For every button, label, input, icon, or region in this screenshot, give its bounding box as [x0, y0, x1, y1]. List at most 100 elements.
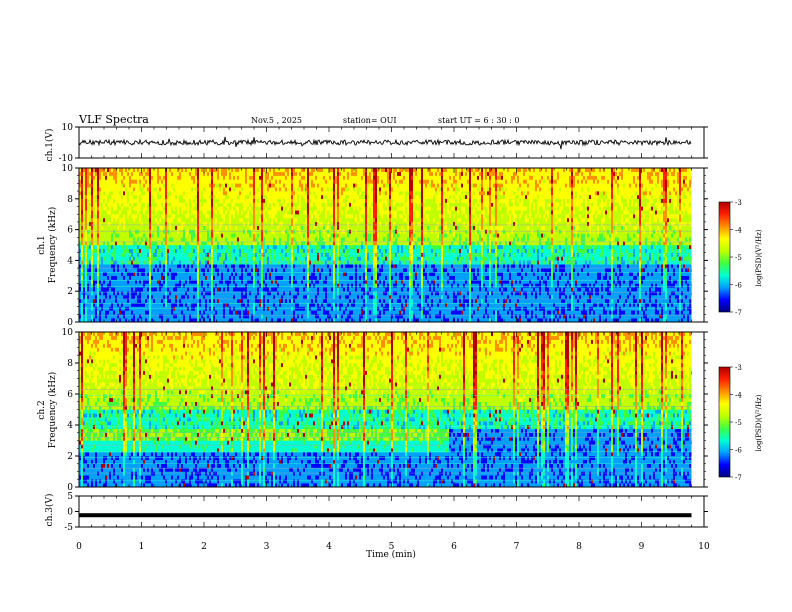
spectrogram-cell	[249, 275, 252, 280]
spectrogram-cell	[285, 295, 288, 300]
spectrogram-cell	[279, 241, 282, 246]
spectrogram-cell	[117, 194, 120, 199]
spectrogram-cell	[207, 187, 210, 192]
spectrogram-cell	[159, 221, 162, 226]
spectrogram-cell	[205, 202, 208, 207]
spectrogram-cell	[245, 264, 248, 269]
spectrogram-cell	[261, 279, 264, 284]
spectrogram-cell	[177, 314, 180, 319]
spectrogram-cell	[181, 237, 184, 242]
spectrogram-cell	[233, 279, 236, 284]
spectrogram-cell	[319, 233, 322, 238]
spectrogram-cell	[145, 171, 148, 176]
spectrogram-cell	[225, 206, 228, 211]
spectrogram-cell	[123, 198, 126, 203]
spectrogram-cell	[215, 168, 218, 173]
spectrogram-cell	[285, 256, 288, 261]
spectrogram-cell	[229, 187, 232, 192]
spectrogram-cell	[103, 283, 106, 288]
spectrogram-cell	[125, 260, 128, 265]
spectrogram-cell	[181, 194, 184, 199]
spectrogram-cell	[215, 221, 218, 226]
spectrogram-cell	[197, 221, 200, 226]
spectrogram-cell	[317, 221, 320, 226]
spectrogram-cell	[133, 191, 136, 196]
spectrogram-cell	[147, 187, 150, 192]
spectrogram-cell	[253, 187, 256, 192]
spectrogram-cell	[175, 283, 178, 288]
spectrogram-cell	[271, 295, 274, 300]
spectrogram-cell	[239, 241, 242, 246]
spectrogram-cell	[247, 256, 250, 261]
spectrogram-cell	[83, 245, 86, 250]
spectrogram-cell	[133, 252, 136, 257]
spectrogram-cell	[165, 175, 168, 180]
spectrogram-cell	[311, 210, 314, 215]
spectrogram-cell	[269, 248, 272, 253]
spectrogram-cell	[259, 168, 262, 173]
spectrogram-cell	[225, 314, 228, 319]
spectrogram-cell	[109, 302, 112, 307]
spectrogram-cell	[249, 264, 252, 269]
spectrogram-cell	[279, 264, 282, 269]
spectrogram-cell	[277, 168, 280, 173]
spectrogram-cell	[307, 198, 310, 203]
spectrogram-cell	[311, 198, 314, 203]
spectrogram-cell	[85, 191, 88, 196]
spectrogram-cell	[187, 314, 190, 319]
spectrogram-cell	[233, 252, 236, 257]
spectrogram-cell	[231, 314, 234, 319]
spectrogram-cell	[107, 233, 110, 238]
spectrogram-cell	[289, 214, 292, 219]
spectrogram-cell	[279, 306, 282, 311]
spectrogram-cell	[147, 214, 150, 219]
spectrogram-cell	[201, 318, 204, 322]
spectrogram-cell	[213, 187, 216, 192]
spectrogram-cell	[239, 218, 242, 223]
spectrogram-cell	[135, 260, 138, 265]
spectrogram-cell	[169, 175, 172, 180]
spectrogram-cell	[233, 198, 236, 203]
spectrogram-cell	[321, 198, 324, 203]
spectrogram-cell	[151, 318, 154, 322]
spectrogram-cell	[105, 191, 108, 196]
spectrogram-cell	[269, 256, 272, 261]
spectrogram-cell	[95, 171, 98, 176]
spectrogram-cell	[225, 275, 228, 280]
spectrogram-cell	[137, 187, 140, 192]
spectrogram-cell	[295, 248, 298, 253]
spectrogram-cell	[197, 314, 200, 319]
spectrogram-cell	[309, 318, 312, 322]
spectrogram-cell	[263, 302, 266, 307]
spectrogram-cell	[153, 268, 156, 273]
spectrogram-cell	[149, 241, 152, 246]
spectrogram-cell	[321, 275, 324, 280]
spectrogram-cell	[311, 225, 314, 230]
spectrogram-cell	[239, 298, 242, 303]
spectrogram-cell	[129, 202, 132, 207]
spectrogram-cell	[135, 168, 138, 173]
spectrogram-cell	[259, 183, 262, 188]
spectrogram-cell	[153, 306, 156, 311]
spectrogram-cell	[269, 179, 272, 184]
spectrogram-cell	[217, 229, 220, 234]
spectrogram-cell	[173, 179, 176, 184]
spectrogram-cell	[257, 237, 260, 242]
spectrogram-cell	[153, 175, 156, 180]
spectrogram-cell	[171, 314, 174, 319]
spectrogram-cell	[269, 314, 272, 319]
spectrogram-cell	[81, 298, 84, 303]
ch1-waveform-panel: 10-10	[59, 123, 708, 164]
spectrogram-cell	[225, 225, 228, 230]
spectrogram-cell	[127, 279, 130, 284]
spectrogram-cell	[217, 245, 220, 250]
spectrogram-cell	[319, 310, 322, 315]
spectrogram-cell	[89, 187, 92, 192]
spectrogram-cell	[143, 198, 146, 203]
spectrogram-cell	[195, 275, 198, 280]
spectrogram-cell	[243, 237, 246, 242]
spectrogram-cell	[183, 206, 186, 211]
spectrogram-cell	[257, 187, 260, 192]
spectrogram-cell	[133, 194, 136, 199]
spectrogram-cell	[157, 268, 160, 273]
